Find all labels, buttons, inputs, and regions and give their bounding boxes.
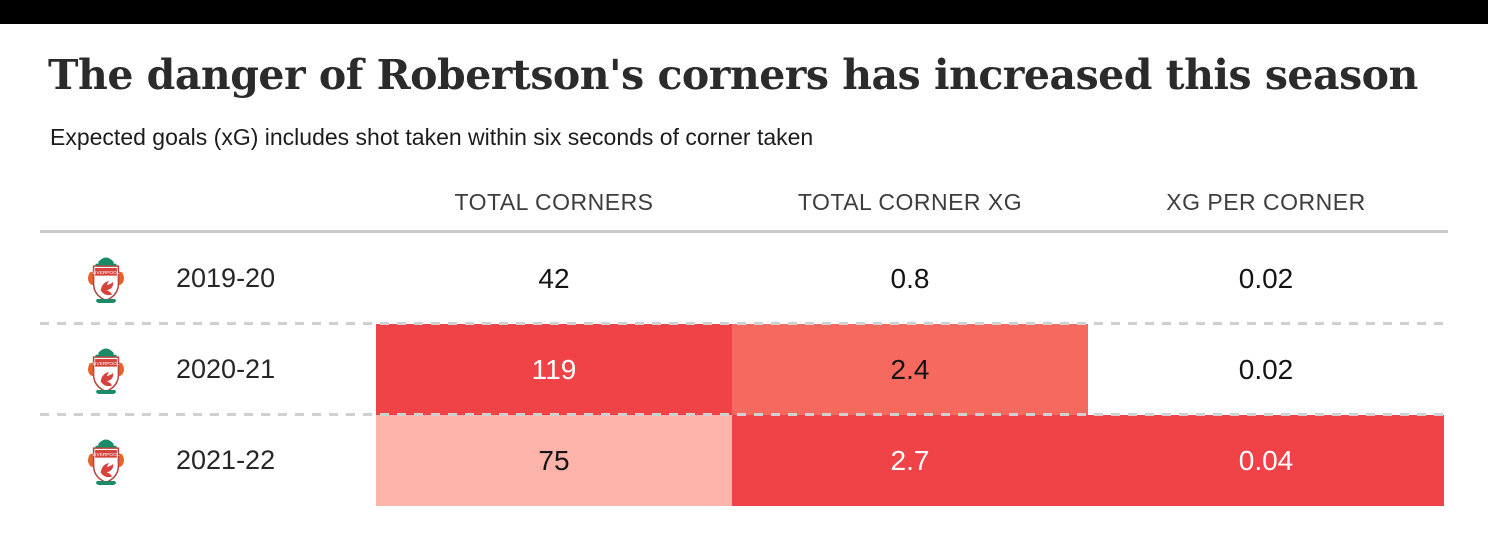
svg-text:LIVERPOOL: LIVERPOOL xyxy=(92,451,119,457)
season-label: 2021-22 xyxy=(176,445,276,475)
header-spacer xyxy=(40,216,376,230)
cell-total-corner-xg: 0.8 xyxy=(890,262,930,294)
table-row: LIVERPOOL 2019-20 42 0.8 0.02 xyxy=(40,233,1448,324)
header-separator-line xyxy=(40,230,1448,233)
column-header-xg-per-corner: XG PER CORNER xyxy=(1166,189,1366,215)
cell-total-corner-xg: 2.4 xyxy=(732,324,1088,415)
season-label-cell: LIVERPOOL 2020-21 xyxy=(40,324,376,415)
table-header-row: TOTAL CORNERS TOTAL CORNER XG XG PER COR… xyxy=(40,172,1448,230)
season-label: 2019-20 xyxy=(176,263,276,293)
table-body: LIVERPOOL 2019-20 42 0.8 0.02 xyxy=(40,233,1448,506)
svg-text:LIVERPOOL: LIVERPOOL xyxy=(92,269,119,275)
season-label-cell: LIVERPOOL 2021-22 xyxy=(40,415,376,506)
cell-xg-per-corner: 0.04 xyxy=(1088,415,1444,506)
page-title: The danger of Robertson's corners has in… xyxy=(48,51,1418,99)
cell-xg-per-corner: 0.02 xyxy=(1238,353,1294,385)
row-separator-dashed xyxy=(40,413,1448,416)
cell-total-corners: 75 xyxy=(376,415,732,506)
page-subtitle: Expected goals (xG) includes shot taken … xyxy=(50,124,814,150)
row-separator-dashed xyxy=(40,322,1448,325)
column-header-total-corners: TOTAL CORNERS xyxy=(454,189,654,215)
season-label: 2020-21 xyxy=(176,354,276,384)
cell-total-corners: 119 xyxy=(376,324,732,415)
liverpool-crest-icon: LIVERPOOL xyxy=(87,257,125,303)
stats-table: TOTAL CORNERS TOTAL CORNER XG XG PER COR… xyxy=(40,172,1448,507)
column-header-total-corner-xg: TOTAL CORNER XG xyxy=(797,189,1023,215)
top-bar xyxy=(0,0,1488,24)
liverpool-crest-icon: LIVERPOOL xyxy=(87,348,125,394)
svg-text:LIVERPOOL: LIVERPOOL xyxy=(92,360,119,366)
season-label-cell: LIVERPOOL 2019-20 xyxy=(40,233,376,324)
table-row: LIVERPOOL 2020-21 119 2.4 0.02 xyxy=(40,324,1448,415)
table-row: LIVERPOOL 2021-22 75 2.7 0.04 xyxy=(40,415,1448,506)
liverpool-crest-icon: LIVERPOOL xyxy=(87,439,125,485)
cell-total-corner-xg: 2.7 xyxy=(732,415,1088,506)
cell-xg-per-corner: 0.02 xyxy=(1238,262,1294,294)
cell-total-corners: 42 xyxy=(538,262,570,294)
